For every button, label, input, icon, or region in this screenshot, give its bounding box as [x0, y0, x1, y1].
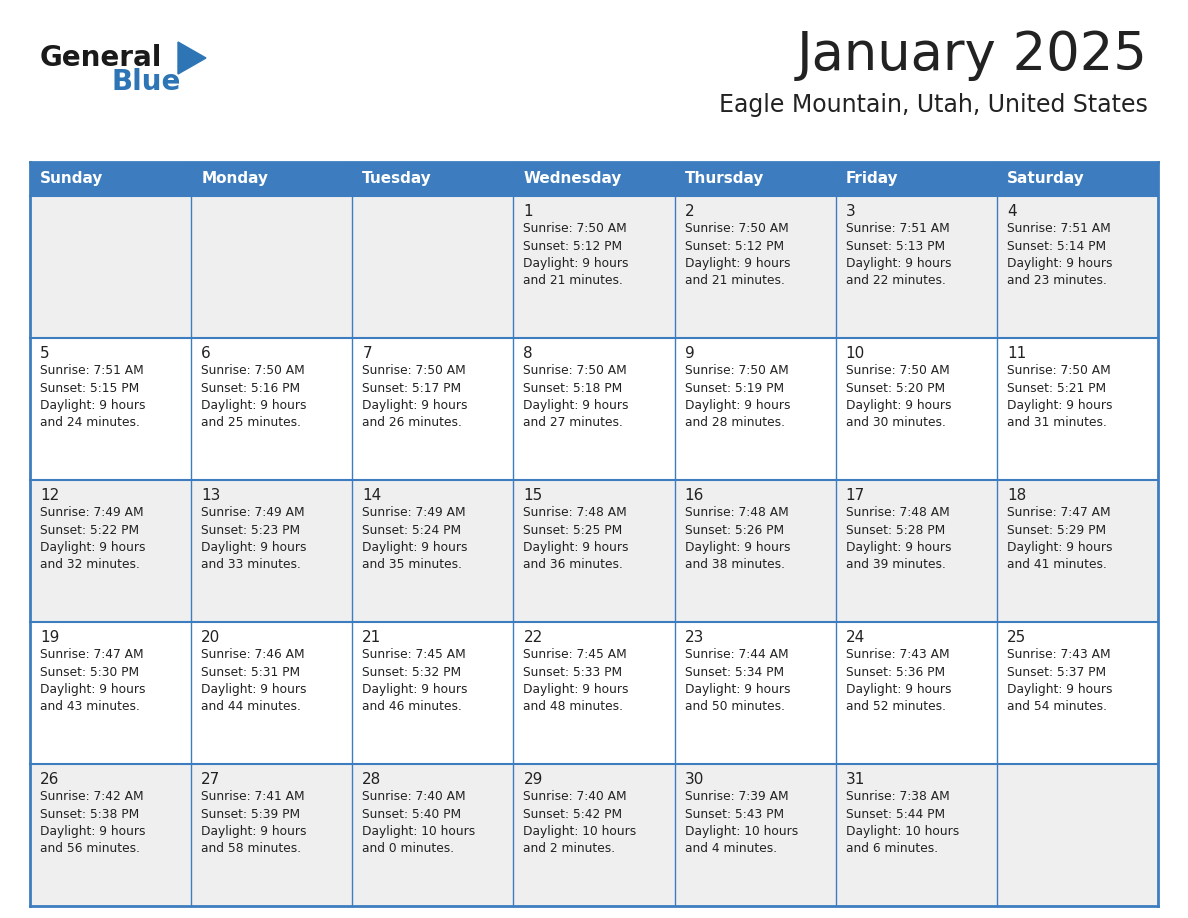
Text: 13: 13: [201, 488, 221, 503]
Text: Sunrise: 7:49 AM
Sunset: 5:22 PM
Daylight: 9 hours
and 32 minutes.: Sunrise: 7:49 AM Sunset: 5:22 PM Dayligh…: [40, 506, 145, 572]
Text: Eagle Mountain, Utah, United States: Eagle Mountain, Utah, United States: [719, 93, 1148, 117]
Text: 21: 21: [362, 630, 381, 645]
Text: Friday: Friday: [846, 172, 898, 186]
Text: Sunrise: 7:50 AM
Sunset: 5:17 PM
Daylight: 9 hours
and 26 minutes.: Sunrise: 7:50 AM Sunset: 5:17 PM Dayligh…: [362, 364, 468, 430]
Text: 1: 1: [524, 204, 533, 219]
Text: 29: 29: [524, 772, 543, 787]
Text: Sunrise: 7:40 AM
Sunset: 5:40 PM
Daylight: 10 hours
and 0 minutes.: Sunrise: 7:40 AM Sunset: 5:40 PM Dayligh…: [362, 790, 475, 856]
Text: Tuesday: Tuesday: [362, 172, 432, 186]
Text: 25: 25: [1007, 630, 1026, 645]
Text: Sunrise: 7:47 AM
Sunset: 5:30 PM
Daylight: 9 hours
and 43 minutes.: Sunrise: 7:47 AM Sunset: 5:30 PM Dayligh…: [40, 648, 145, 713]
Text: 31: 31: [846, 772, 865, 787]
Text: Sunrise: 7:42 AM
Sunset: 5:38 PM
Daylight: 9 hours
and 56 minutes.: Sunrise: 7:42 AM Sunset: 5:38 PM Dayligh…: [40, 790, 145, 856]
Text: Sunrise: 7:39 AM
Sunset: 5:43 PM
Daylight: 10 hours
and 4 minutes.: Sunrise: 7:39 AM Sunset: 5:43 PM Dayligh…: [684, 790, 798, 856]
Text: Sunrise: 7:50 AM
Sunset: 5:16 PM
Daylight: 9 hours
and 25 minutes.: Sunrise: 7:50 AM Sunset: 5:16 PM Dayligh…: [201, 364, 307, 430]
Text: Sunrise: 7:45 AM
Sunset: 5:33 PM
Daylight: 9 hours
and 48 minutes.: Sunrise: 7:45 AM Sunset: 5:33 PM Dayligh…: [524, 648, 628, 713]
Text: Sunrise: 7:51 AM
Sunset: 5:14 PM
Daylight: 9 hours
and 23 minutes.: Sunrise: 7:51 AM Sunset: 5:14 PM Dayligh…: [1007, 222, 1112, 287]
Bar: [30, 764, 1158, 906]
Text: Sunrise: 7:48 AM
Sunset: 5:26 PM
Daylight: 9 hours
and 38 minutes.: Sunrise: 7:48 AM Sunset: 5:26 PM Dayligh…: [684, 506, 790, 572]
Text: Sunrise: 7:45 AM
Sunset: 5:32 PM
Daylight: 9 hours
and 46 minutes.: Sunrise: 7:45 AM Sunset: 5:32 PM Dayligh…: [362, 648, 468, 713]
Text: Sunrise: 7:49 AM
Sunset: 5:23 PM
Daylight: 9 hours
and 33 minutes.: Sunrise: 7:49 AM Sunset: 5:23 PM Dayligh…: [201, 506, 307, 572]
Text: 5: 5: [40, 346, 50, 361]
Text: General: General: [40, 44, 163, 72]
Text: Sunrise: 7:50 AM
Sunset: 5:19 PM
Daylight: 9 hours
and 28 minutes.: Sunrise: 7:50 AM Sunset: 5:19 PM Dayligh…: [684, 364, 790, 430]
Text: Sunrise: 7:50 AM
Sunset: 5:21 PM
Daylight: 9 hours
and 31 minutes.: Sunrise: 7:50 AM Sunset: 5:21 PM Dayligh…: [1007, 364, 1112, 430]
Bar: [30, 196, 1158, 338]
Text: 3: 3: [846, 204, 855, 219]
Text: Sunrise: 7:47 AM
Sunset: 5:29 PM
Daylight: 9 hours
and 41 minutes.: Sunrise: 7:47 AM Sunset: 5:29 PM Dayligh…: [1007, 506, 1112, 572]
Text: Sunrise: 7:46 AM
Sunset: 5:31 PM
Daylight: 9 hours
and 44 minutes.: Sunrise: 7:46 AM Sunset: 5:31 PM Dayligh…: [201, 648, 307, 713]
Text: 2: 2: [684, 204, 694, 219]
Text: Blue: Blue: [112, 68, 182, 96]
Text: Sunrise: 7:49 AM
Sunset: 5:24 PM
Daylight: 9 hours
and 35 minutes.: Sunrise: 7:49 AM Sunset: 5:24 PM Dayligh…: [362, 506, 468, 572]
Text: Sunrise: 7:44 AM
Sunset: 5:34 PM
Daylight: 9 hours
and 50 minutes.: Sunrise: 7:44 AM Sunset: 5:34 PM Dayligh…: [684, 648, 790, 713]
Text: 17: 17: [846, 488, 865, 503]
Text: 9: 9: [684, 346, 694, 361]
Bar: [30, 162, 1158, 196]
Bar: [30, 338, 1158, 480]
Polygon shape: [178, 42, 206, 74]
Text: Sunrise: 7:50 AM
Sunset: 5:12 PM
Daylight: 9 hours
and 21 minutes.: Sunrise: 7:50 AM Sunset: 5:12 PM Dayligh…: [684, 222, 790, 287]
Text: 16: 16: [684, 488, 704, 503]
Text: 18: 18: [1007, 488, 1026, 503]
Text: Sunrise: 7:50 AM
Sunset: 5:18 PM
Daylight: 9 hours
and 27 minutes.: Sunrise: 7:50 AM Sunset: 5:18 PM Dayligh…: [524, 364, 628, 430]
Text: 7: 7: [362, 346, 372, 361]
Text: Sunrise: 7:43 AM
Sunset: 5:37 PM
Daylight: 9 hours
and 54 minutes.: Sunrise: 7:43 AM Sunset: 5:37 PM Dayligh…: [1007, 648, 1112, 713]
Text: 22: 22: [524, 630, 543, 645]
Text: 11: 11: [1007, 346, 1026, 361]
Text: 19: 19: [40, 630, 59, 645]
Text: Sunrise: 7:50 AM
Sunset: 5:20 PM
Daylight: 9 hours
and 30 minutes.: Sunrise: 7:50 AM Sunset: 5:20 PM Dayligh…: [846, 364, 952, 430]
Text: Sunday: Sunday: [40, 172, 103, 186]
Text: 15: 15: [524, 488, 543, 503]
Text: Sunrise: 7:43 AM
Sunset: 5:36 PM
Daylight: 9 hours
and 52 minutes.: Sunrise: 7:43 AM Sunset: 5:36 PM Dayligh…: [846, 648, 952, 713]
Text: January 2025: January 2025: [797, 29, 1148, 81]
Text: 26: 26: [40, 772, 59, 787]
Text: 10: 10: [846, 346, 865, 361]
Text: 20: 20: [201, 630, 221, 645]
Text: 24: 24: [846, 630, 865, 645]
Text: Wednesday: Wednesday: [524, 172, 621, 186]
Text: Sunrise: 7:48 AM
Sunset: 5:25 PM
Daylight: 9 hours
and 36 minutes.: Sunrise: 7:48 AM Sunset: 5:25 PM Dayligh…: [524, 506, 628, 572]
Text: 12: 12: [40, 488, 59, 503]
Text: Sunrise: 7:40 AM
Sunset: 5:42 PM
Daylight: 10 hours
and 2 minutes.: Sunrise: 7:40 AM Sunset: 5:42 PM Dayligh…: [524, 790, 637, 856]
Text: Sunrise: 7:38 AM
Sunset: 5:44 PM
Daylight: 10 hours
and 6 minutes.: Sunrise: 7:38 AM Sunset: 5:44 PM Dayligh…: [846, 790, 959, 856]
Bar: [30, 622, 1158, 764]
Text: Thursday: Thursday: [684, 172, 764, 186]
Text: 27: 27: [201, 772, 221, 787]
Text: Sunrise: 7:51 AM
Sunset: 5:15 PM
Daylight: 9 hours
and 24 minutes.: Sunrise: 7:51 AM Sunset: 5:15 PM Dayligh…: [40, 364, 145, 430]
Text: Sunrise: 7:48 AM
Sunset: 5:28 PM
Daylight: 9 hours
and 39 minutes.: Sunrise: 7:48 AM Sunset: 5:28 PM Dayligh…: [846, 506, 952, 572]
Text: 28: 28: [362, 772, 381, 787]
Text: 8: 8: [524, 346, 533, 361]
Text: 4: 4: [1007, 204, 1017, 219]
Text: 6: 6: [201, 346, 211, 361]
Text: Sunrise: 7:50 AM
Sunset: 5:12 PM
Daylight: 9 hours
and 21 minutes.: Sunrise: 7:50 AM Sunset: 5:12 PM Dayligh…: [524, 222, 628, 287]
Text: Sunrise: 7:51 AM
Sunset: 5:13 PM
Daylight: 9 hours
and 22 minutes.: Sunrise: 7:51 AM Sunset: 5:13 PM Dayligh…: [846, 222, 952, 287]
Text: 23: 23: [684, 630, 704, 645]
Text: Saturday: Saturday: [1007, 172, 1085, 186]
Text: 30: 30: [684, 772, 704, 787]
Text: 14: 14: [362, 488, 381, 503]
Bar: [30, 480, 1158, 622]
Text: Sunrise: 7:41 AM
Sunset: 5:39 PM
Daylight: 9 hours
and 58 minutes.: Sunrise: 7:41 AM Sunset: 5:39 PM Dayligh…: [201, 790, 307, 856]
Text: Monday: Monday: [201, 172, 268, 186]
